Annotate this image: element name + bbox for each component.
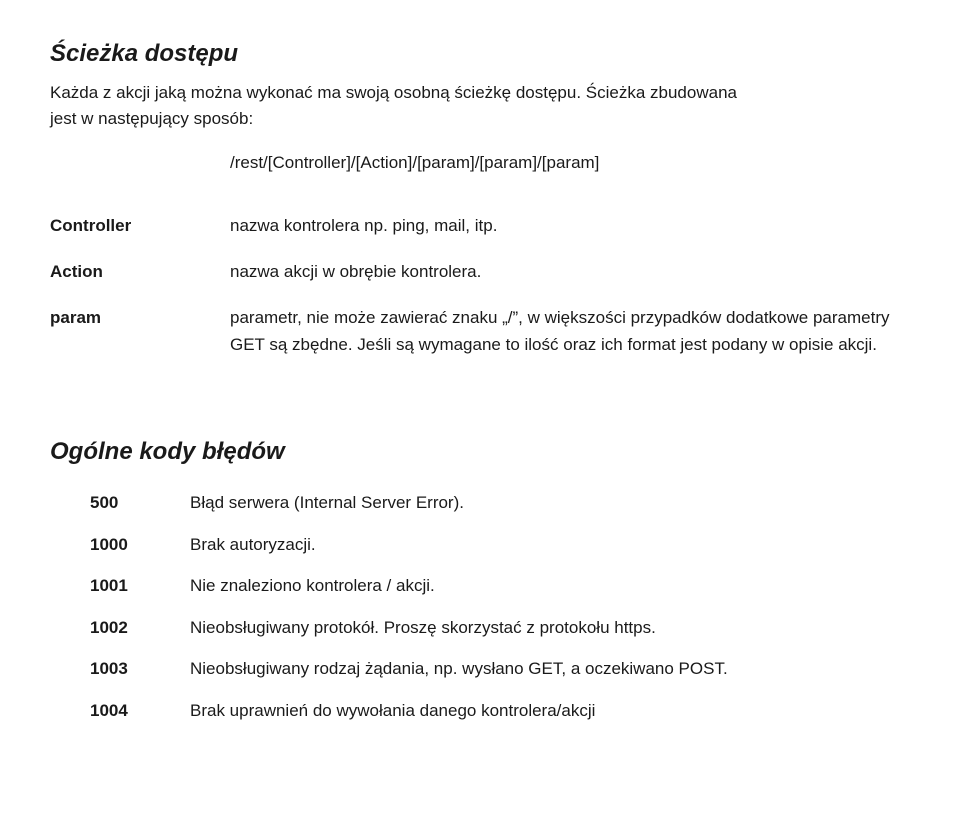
error-desc: Brak autoryzacji. bbox=[190, 524, 728, 566]
path-pattern: /rest/[Controller]/[Action]/[param]/[par… bbox=[230, 153, 910, 173]
definition-desc: nazwa akcji w obrębie kontrolera. bbox=[230, 249, 910, 295]
error-desc: Brak uprawnień do wywołania danego kontr… bbox=[190, 690, 728, 732]
definition-term: Action bbox=[50, 249, 230, 295]
error-row: 1003 Nieobsługiwany rodzaj żądania, np. … bbox=[90, 648, 728, 690]
error-desc: Nie znaleziono kontrolera / akcji. bbox=[190, 565, 728, 607]
error-codes-table: 500 Błąd serwera (Internal Server Error)… bbox=[90, 482, 728, 731]
error-row: 500 Błąd serwera (Internal Server Error)… bbox=[90, 482, 728, 524]
error-row: 1004 Brak uprawnień do wywołania danego … bbox=[90, 690, 728, 732]
definition-row: param parametr, nie może zawierać znaku … bbox=[50, 295, 910, 368]
definition-desc: nazwa kontrolera np. ping, mail, itp. bbox=[230, 203, 910, 249]
error-row: 1000 Brak autoryzacji. bbox=[90, 524, 728, 566]
errors-section-title: Ogólne kody błędów bbox=[50, 438, 910, 466]
path-intro-line2: jest w następujący sposób: bbox=[50, 109, 253, 128]
definition-row: Action nazwa akcji w obrębie kontrolera. bbox=[50, 249, 910, 295]
definition-term: param bbox=[50, 295, 230, 368]
definition-row: Controller nazwa kontrolera np. ping, ma… bbox=[50, 203, 910, 249]
error-code: 1000 bbox=[90, 524, 190, 566]
error-code: 1002 bbox=[90, 607, 190, 649]
error-desc: Nieobsługiwany protokół. Proszę skorzyst… bbox=[190, 607, 728, 649]
path-intro-line1: Każda z akcji jaką można wykonać ma swoj… bbox=[50, 83, 737, 102]
definition-desc: parametr, nie może zawierać znaku „/”, w… bbox=[230, 295, 910, 368]
path-section-title: Ścieżka dostępu bbox=[50, 40, 910, 68]
error-code: 500 bbox=[90, 482, 190, 524]
definition-term: Controller bbox=[50, 203, 230, 249]
error-code: 1001 bbox=[90, 565, 190, 607]
error-row: 1002 Nieobsługiwany protokół. Proszę sko… bbox=[90, 607, 728, 649]
error-desc: Błąd serwera (Internal Server Error). bbox=[190, 482, 728, 524]
path-intro: Każda z akcji jaką można wykonać ma swoj… bbox=[50, 80, 910, 133]
error-code: 1004 bbox=[90, 690, 190, 732]
error-desc: Nieobsługiwany rodzaj żądania, np. wysła… bbox=[190, 648, 728, 690]
error-row: 1001 Nie znaleziono kontrolera / akcji. bbox=[90, 565, 728, 607]
error-code: 1003 bbox=[90, 648, 190, 690]
definitions-table: Controller nazwa kontrolera np. ping, ma… bbox=[50, 203, 910, 368]
